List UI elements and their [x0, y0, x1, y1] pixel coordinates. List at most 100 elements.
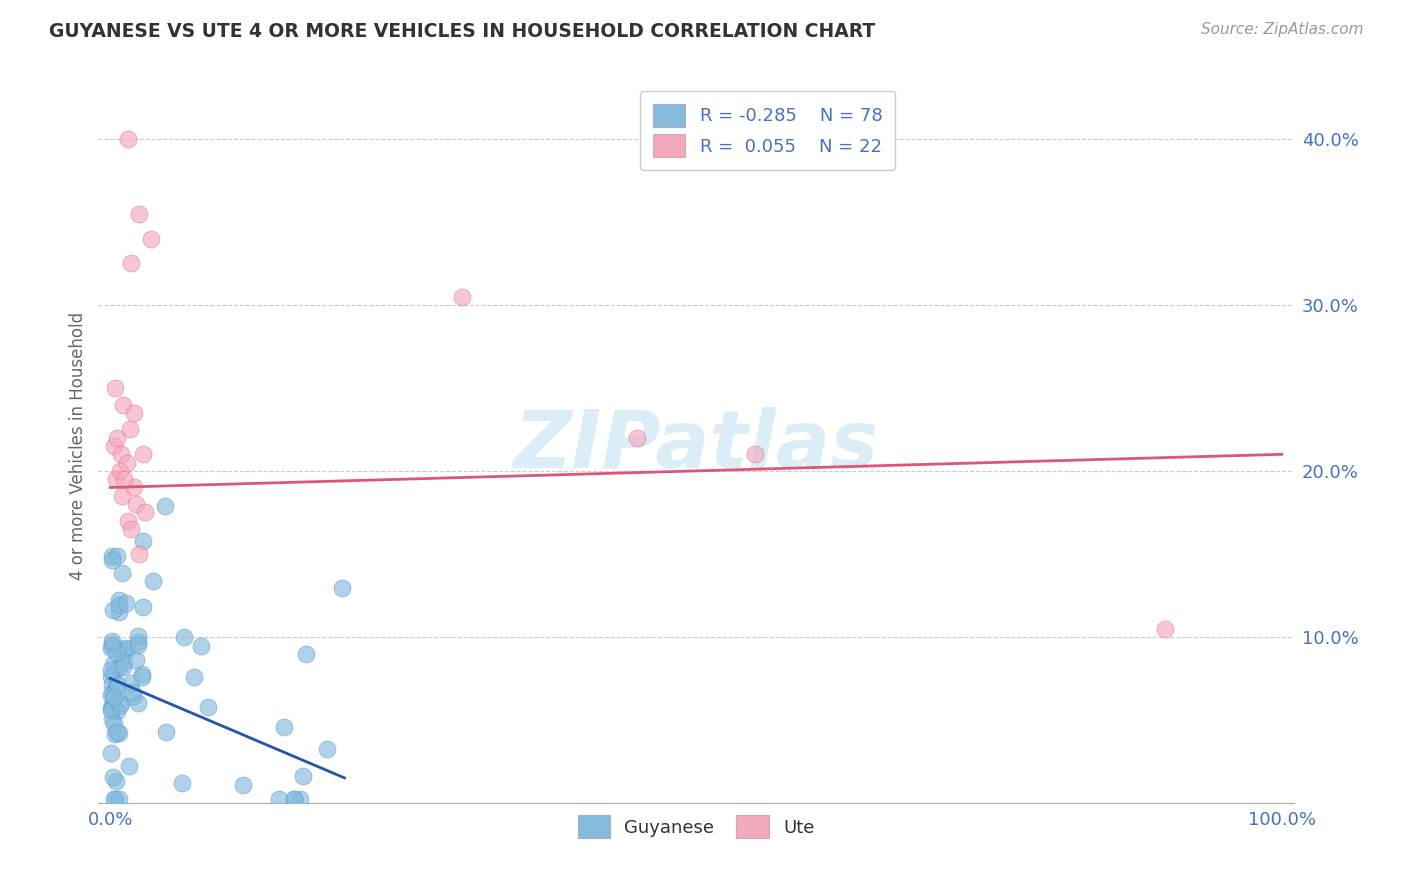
Point [110, 447, 132, 461]
Point [744, 447, 766, 461]
Point [104, 792, 127, 806]
Point [107, 606, 129, 620]
Point [101, 549, 124, 563]
Point [125, 653, 148, 667]
Point [111, 489, 134, 503]
Text: ZIPatlas: ZIPatlas [513, 407, 879, 485]
Point [108, 598, 131, 612]
Point [190, 639, 212, 653]
Point [104, 774, 127, 789]
Point [173, 630, 195, 644]
Text: GUYANESE VS UTE 4 OR MORE VEHICLES IN HOUSEHOLD CORRELATION CHART: GUYANESE VS UTE 4 OR MORE VEHICLES IN HO… [49, 22, 876, 41]
Point [283, 792, 305, 806]
Point [103, 716, 125, 731]
Point [110, 698, 132, 712]
Point [103, 603, 125, 617]
Point [118, 759, 141, 773]
Point [100, 688, 122, 702]
Point [131, 667, 153, 681]
Point [120, 676, 142, 690]
Point [104, 381, 127, 395]
Point [121, 689, 143, 703]
Point [100, 746, 122, 760]
Point [132, 533, 155, 548]
Point [112, 655, 135, 669]
Point [103, 690, 125, 704]
Point [117, 132, 139, 146]
Point [290, 792, 312, 806]
Point [101, 770, 124, 784]
Point [117, 514, 139, 528]
Point [155, 499, 177, 513]
Point [111, 642, 134, 657]
Legend: Guyanese, Ute: Guyanese, Ute [568, 806, 824, 847]
Point [114, 596, 136, 610]
Point [105, 472, 128, 486]
Point [450, 290, 472, 304]
Point [128, 547, 150, 561]
Point [112, 397, 135, 411]
Point [283, 792, 305, 806]
Point [132, 447, 155, 461]
Point [105, 704, 128, 718]
Point [122, 406, 145, 420]
Point [232, 778, 254, 792]
Point [103, 439, 125, 453]
Y-axis label: 4 or more Vehicles in Household: 4 or more Vehicles in Household [69, 312, 87, 580]
Point [330, 582, 353, 596]
Point [132, 599, 155, 614]
Point [134, 505, 156, 519]
Point [626, 431, 648, 445]
Point [127, 629, 149, 643]
Point [100, 703, 122, 717]
Point [121, 685, 143, 699]
Point [107, 792, 129, 806]
Point [155, 725, 177, 739]
Point [103, 657, 125, 672]
Point [100, 641, 122, 656]
Point [316, 742, 339, 756]
Point [115, 642, 138, 657]
Point [122, 481, 145, 495]
Point [128, 207, 150, 221]
Point [103, 727, 125, 741]
Point [111, 566, 134, 580]
Point [120, 422, 141, 436]
Point [105, 549, 128, 563]
Point [100, 686, 122, 700]
Point [183, 670, 205, 684]
Point [101, 639, 124, 653]
Point [110, 696, 132, 710]
Point [1153, 622, 1175, 636]
Point [141, 231, 163, 245]
Point [107, 678, 129, 692]
Point [114, 641, 136, 656]
Point [100, 668, 122, 682]
Point [131, 670, 153, 684]
Point [103, 792, 125, 806]
Point [295, 647, 318, 661]
Point [292, 769, 315, 783]
Point [120, 522, 142, 536]
Point [127, 638, 149, 652]
Point [101, 553, 124, 567]
Point [112, 660, 135, 674]
Point [101, 633, 124, 648]
Point [100, 699, 122, 714]
Point [101, 712, 124, 726]
Point [105, 725, 128, 739]
Point [142, 574, 165, 588]
Point [120, 256, 142, 270]
Point [269, 792, 291, 806]
Point [108, 464, 131, 478]
Point [107, 593, 129, 607]
Point [103, 667, 125, 681]
Point [127, 634, 149, 648]
Point [127, 696, 149, 710]
Point [197, 700, 219, 714]
Point [100, 677, 122, 691]
Point [101, 637, 124, 651]
Point [104, 681, 127, 696]
Point [100, 700, 122, 714]
Point [105, 431, 128, 445]
